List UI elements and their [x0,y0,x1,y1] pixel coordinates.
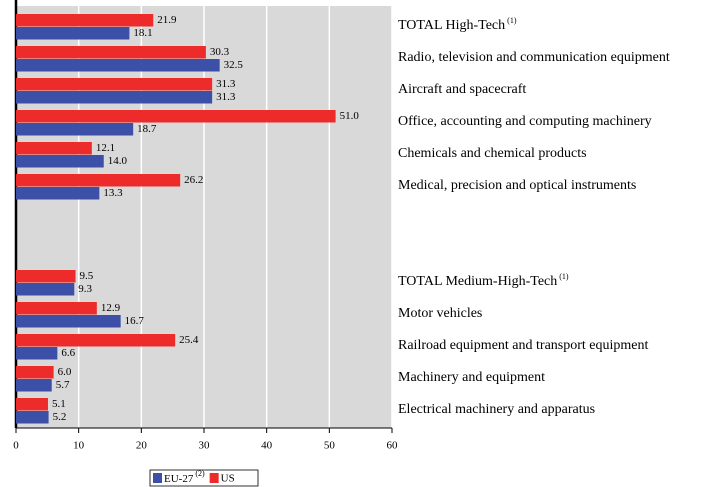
bar [16,315,121,328]
x-tick-label: 50 [324,440,336,452]
value-label: 6.0 [58,366,72,378]
value-label: 6.6 [61,347,75,359]
category-label: Aircraft and spacecraft [398,82,526,97]
value-label: 5.2 [53,411,67,423]
value-label: 12.1 [96,142,115,154]
bar [16,110,336,123]
category-label: Chemicals and chemical products [398,146,587,161]
bar [16,411,49,424]
value-label: 12.9 [101,302,121,314]
category-label: Motor vehicles [398,306,482,321]
category-label: TOTAL Medium-High-Tech (1) [398,272,569,289]
x-tick-label: 40 [261,440,273,452]
bar [16,46,206,59]
value-label: 16.7 [125,315,145,327]
category-label: TOTAL High-Tech (1) [398,16,517,33]
bar [16,14,154,27]
value-label: 14.0 [108,155,128,167]
category-label: Radio, television and communication equi… [398,50,670,65]
value-label: 9.3 [78,283,92,295]
value-label: 18.1 [133,27,152,39]
x-tick-label: 0 [13,440,19,452]
bar [16,347,58,360]
bar [16,142,92,155]
category-label: Office, accounting and computing machine… [398,114,652,129]
legend-label: EU-27 (2) [164,469,205,485]
legend-label: US [221,473,235,485]
x-tick-label: 10 [73,440,85,452]
bar [16,379,52,392]
x-tick-label: 60 [387,440,399,452]
value-label: 26.2 [184,174,203,186]
bar [16,78,213,91]
value-label: 51.0 [340,110,360,122]
value-label: 9.5 [80,270,94,282]
value-label: 5.7 [56,379,70,391]
bar [16,174,181,187]
bar [16,91,213,104]
value-label: 5.1 [52,398,66,410]
legend-swatch [209,473,219,483]
bar [16,155,104,168]
value-label: 25.4 [179,334,199,346]
x-tick-label: 30 [199,440,211,452]
bar [16,334,176,347]
category-label: Medical, precision and optical instrumen… [398,178,636,193]
bar [16,270,76,283]
bar [16,398,48,411]
value-label: 31.3 [216,78,236,90]
bar [16,59,220,72]
value-label: 21.9 [157,14,177,26]
category-label: Machinery and equipment [398,370,545,385]
bar [16,302,97,315]
category-label: Electrical machinery and apparatus [398,402,595,417]
bar [16,123,134,136]
value-label: 18.7 [137,123,157,135]
bar [16,27,130,40]
bar [16,283,75,296]
value-label: 30.3 [210,46,230,58]
x-tick-label: 20 [136,440,148,452]
category-label: Railroad equipment and transport equipme… [398,338,648,353]
value-label: 31.3 [216,91,236,103]
value-label: 32.5 [224,59,244,71]
bar [16,187,100,200]
value-label: 13.3 [103,187,123,199]
bar [16,366,54,379]
legend-box [149,469,259,487]
legend-swatch [153,473,162,483]
